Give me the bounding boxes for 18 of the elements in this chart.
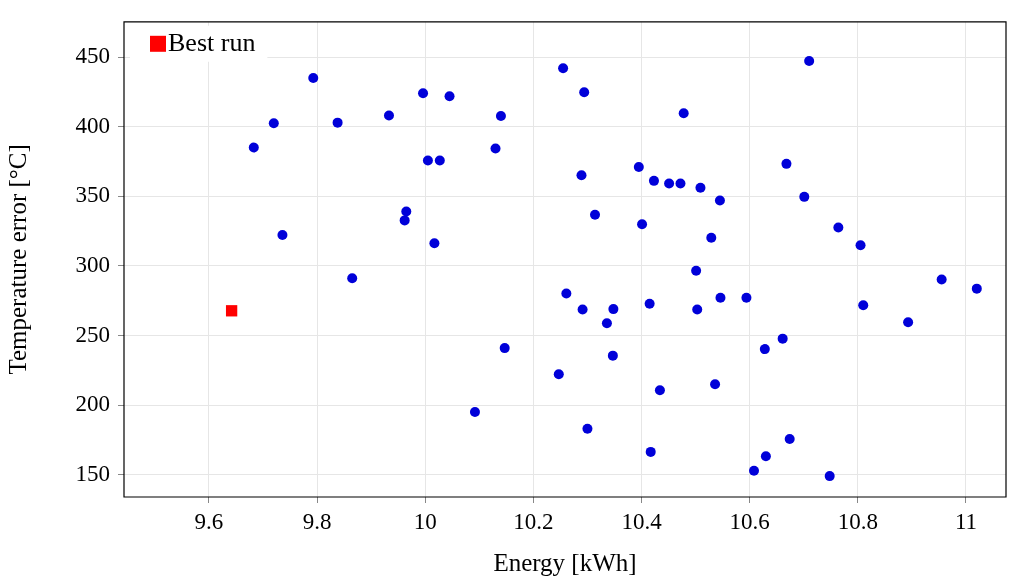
x-tick-label: 10.2 (513, 508, 554, 534)
x-tick-label: 10.6 (729, 508, 770, 534)
y-tick-label: 400 (75, 112, 110, 138)
x-tick-label: 10.8 (837, 508, 878, 534)
x-axis-title: Energy [kWh] (493, 548, 637, 576)
y-tick-label: 250 (75, 321, 110, 347)
y-tick-label: 300 (75, 251, 110, 277)
y-axis-title: Temperature error [°C] (3, 144, 31, 375)
x-tick-label: 9.6 (194, 508, 224, 534)
y-tick-label: 450 (75, 43, 110, 69)
y-tick-label: 150 (75, 460, 110, 486)
y-tick-label: 200 (75, 391, 110, 417)
x-tick-label: 9.8 (302, 508, 332, 534)
x-tick-label: 10.4 (621, 508, 663, 534)
y-tick-label: 350 (75, 182, 110, 208)
legend-label: Best run (168, 27, 256, 57)
x-tick-label: 10 (413, 508, 437, 534)
x-tick-label: 11 (954, 508, 978, 534)
